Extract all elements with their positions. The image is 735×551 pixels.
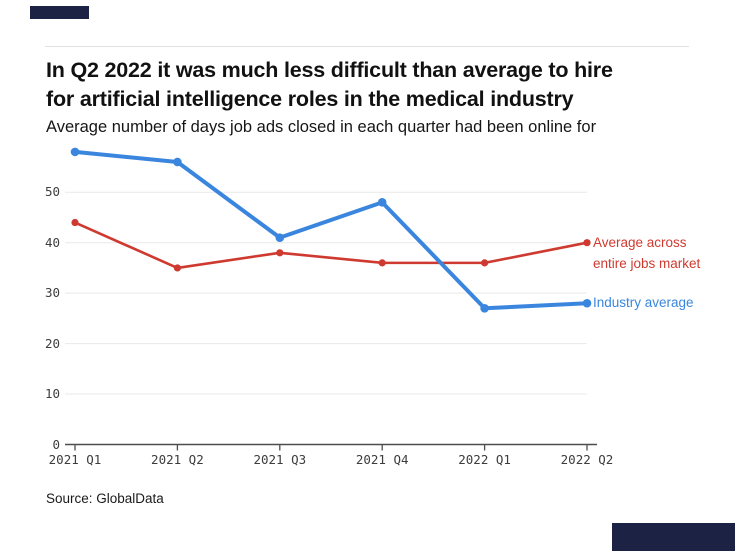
legend-market-label-line1: Average across: [593, 234, 687, 250]
brand-corner-accent-top-left: [30, 6, 89, 19]
y-axis-tick-label: 0: [52, 436, 60, 452]
brand-corner-accent-bottom-right: [612, 523, 735, 551]
x-axis-tick-label: 2021 Q3: [253, 452, 307, 467]
chart-title-line2: for artificial intelligence roles in the…: [46, 87, 574, 111]
chart-title-line1: In Q2 2022 it was much less difficult th…: [46, 58, 613, 82]
chart-subtitle: Average number of days job ads closed in…: [46, 118, 597, 136]
chart-title: In Q2 2022 it was much less difficult th…: [46, 56, 706, 114]
x-axis-tick-label: 2021 Q2: [151, 452, 204, 467]
x-axis-tick-label: 2021 Q1: [48, 452, 102, 467]
y-axis-tick-label: 20: [44, 335, 60, 351]
header-divider: [45, 46, 689, 47]
y-axis-tick-label: 40: [44, 234, 60, 250]
legend-market-label: Average across entire jobs market: [593, 232, 728, 274]
x-axis-tick-label: 2022 Q1: [458, 452, 511, 467]
x-axis-tick-label: 2021 Q4: [355, 452, 409, 467]
legend-market-label-line2: entire jobs market: [593, 255, 701, 271]
y-axis-tick-label: 50: [44, 184, 60, 200]
x-axis-tick-label: 2022 Q2: [560, 452, 614, 467]
y-axis-tick-label: 30: [44, 285, 60, 301]
source-attribution: Source: GlobalData: [46, 491, 164, 506]
y-axis-tick-label: 10: [44, 386, 60, 402]
legend-industry-label: Industry average: [593, 295, 694, 311]
